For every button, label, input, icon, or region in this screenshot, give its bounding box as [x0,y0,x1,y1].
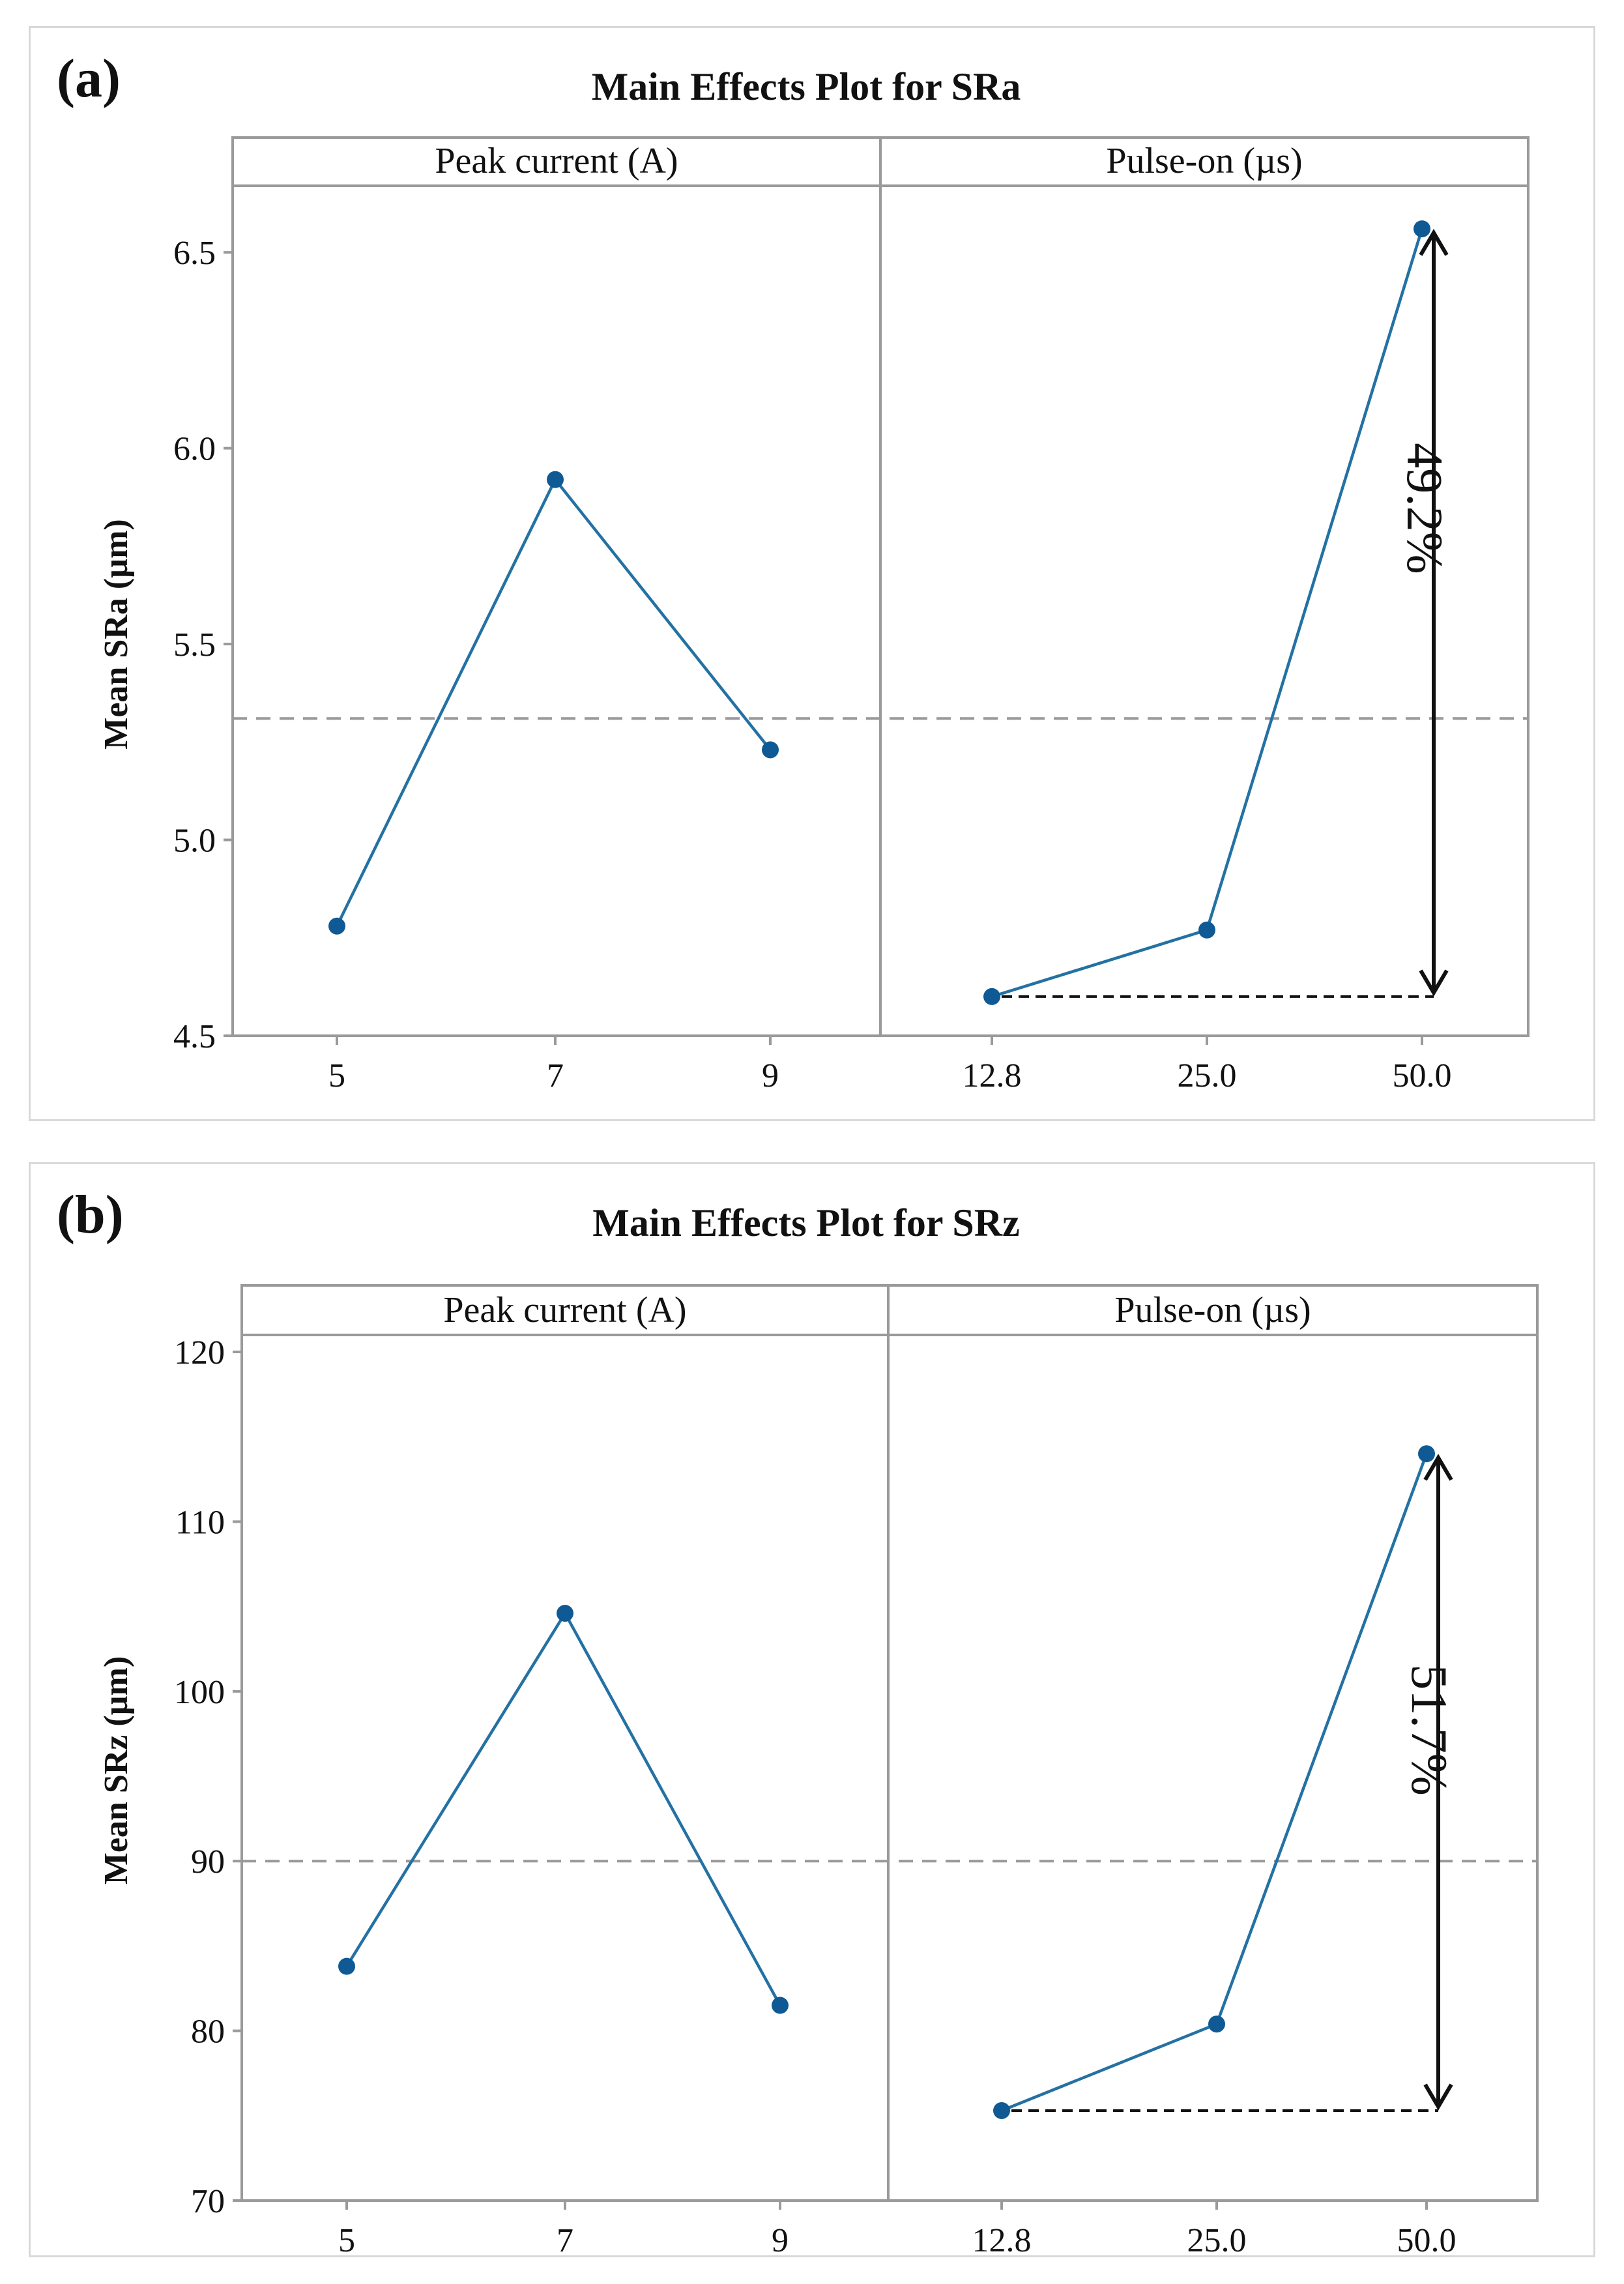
range-arrow-head-top-a [1419,229,1449,256]
data-point-b-0-1 [557,1605,573,1622]
series-marks-b [242,1445,1537,2119]
series-line-b-1 [1001,1453,1428,2113]
data-point-a-1-1 [1198,921,1215,939]
panel-label-a: (a) [57,48,121,109]
y-tick-label-b-2: 90 [191,1843,225,1881]
series-line-a-0 [335,476,772,927]
x-tick-label-b-0-0: 5 [338,2222,355,2255]
data-point-a-0-2 [762,741,779,759]
y-tick-label-b-5: 120 [174,1334,225,1371]
x-tick-label-a-0-2: 9 [762,1057,779,1094]
y-tick-label-a-4: 6.5 [173,235,216,272]
range-arrow-head-bottom-b [1423,2083,1453,2111]
chart-a-svg: (a) Main Effects Plot for SRa Mean SRa (… [57,48,1530,1094]
range-arrow-head-bottom-a [1419,969,1449,997]
data-point-b-0-2 [772,1997,789,2014]
y-tick-label-b-0: 70 [191,2183,225,2220]
data-point-a-1-0 [983,988,1000,1005]
x-tick-label-b-1-1: 25.0 [1187,2222,1247,2255]
annotation-a: 49.2% [1002,229,1453,998]
panel-label-b: (b) [57,1184,124,1245]
data-point-a-0-0 [328,917,345,935]
series-marks-a [233,220,1528,1005]
y-ticks-a: 4.5 5.0 5.5 6.0 6.5 [173,235,233,1055]
y-ticks-b: 70 80 90 100 110 120 [174,1334,242,2220]
y-tick-label-a-2: 5.5 [173,626,216,664]
x-tick-label-a-1-1: 25.0 [1178,1057,1237,1094]
x-tick-label-b-0-2: 9 [772,2222,789,2255]
x-tick-label-b-0-1: 7 [557,2222,573,2255]
data-point-b-1-0 [993,2101,1010,2119]
x-tick-label-a-0-0: 5 [328,1057,345,1094]
range-arrow-head-top-b [1423,1454,1453,1481]
x-tick-label-a-0-1: 7 [547,1057,564,1094]
y-tick-label-b-3: 100 [174,1674,225,1711]
x-ticks-b: 5 7 9 12.8 25.0 50.0 [338,2201,1457,2255]
y-tick-label-b-1: 80 [191,2013,225,2051]
y-tick-label-a-1: 5.0 [173,823,216,860]
data-point-a-1-2 [1414,220,1430,238]
series-line-b-0 [345,1610,781,2006]
facet-header-pulse-on-b: Pulse-on (µs) [1114,1290,1311,1330]
data-point-a-0-1 [547,471,564,488]
series-line-a-1 [991,228,1424,999]
annotation-b: 51.7% [1011,1454,1458,2112]
chart-panel-b: (b) Main Effects Plot for SRz Mean SRz (… [29,1162,1595,2257]
facet-header-peak-current-b: Peak current (A) [443,1290,686,1330]
data-point-b-1-1 [1208,2015,1225,2033]
x-tick-label-b-1-2: 50.0 [1397,2222,1457,2255]
facet-header-peak-current-a: Peak current (A) [435,141,678,181]
y-tick-label-a-3: 6.0 [173,431,216,468]
chart-panel-a: (a) Main Effects Plot for SRa Mean SRa (… [29,26,1595,1121]
y-tick-label-b-4: 110 [175,1504,225,1541]
x-tick-label-a-1-2: 50.0 [1393,1057,1452,1094]
y-tick-label-a-0: 4.5 [173,1018,216,1055]
chart-title-a: Main Effects Plot for SRa [592,65,1021,108]
data-point-b-1-2 [1418,1445,1435,1463]
chart-b-svg: (b) Main Effects Plot for SRz Mean SRz (… [57,1184,1539,2255]
x-tick-label-a-1-0: 12.8 [963,1057,1022,1094]
percent-annotation-b: 51.7% [1401,1664,1458,1795]
x-ticks-a: 5 7 9 12.8 25.0 50.0 [328,1036,1452,1094]
facet-header-pulse-on-a: Pulse-on (µs) [1106,141,1302,181]
y-axis-label-b: Mean SRz (µm) [98,1656,135,1885]
chart-title-b: Main Effects Plot for SRz [592,1201,1019,1244]
percent-annotation-a: 49.2% [1397,443,1453,574]
x-tick-label-b-1-0: 12.8 [972,2222,1032,2255]
data-point-b-0-0 [338,1957,355,1975]
y-axis-label-a: Mean SRa (µm) [98,519,135,749]
